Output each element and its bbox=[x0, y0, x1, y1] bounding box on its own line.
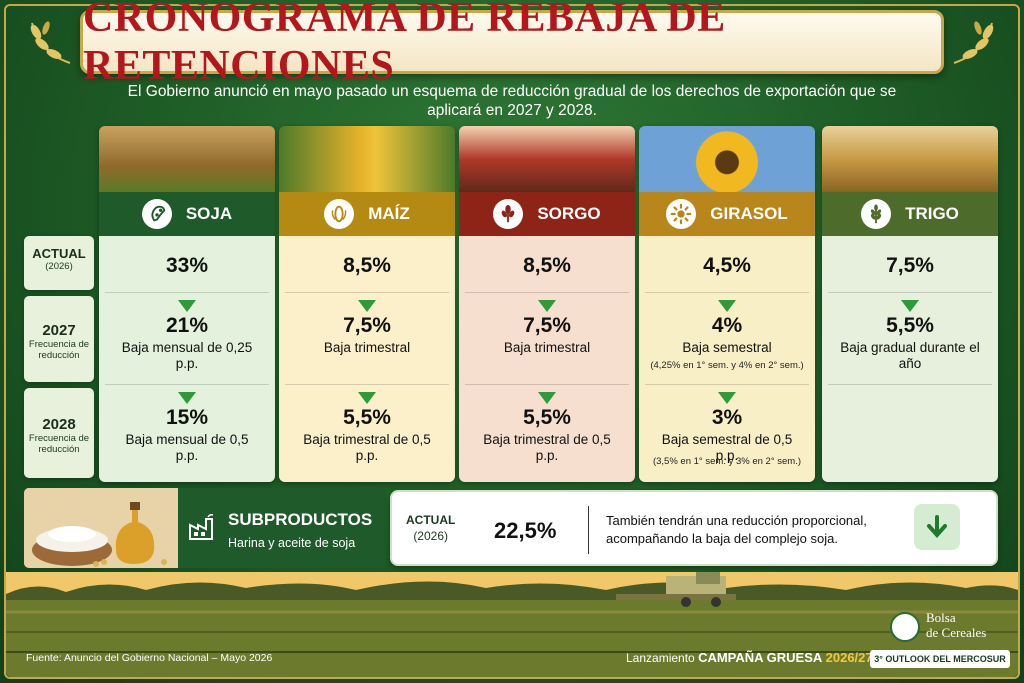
corn-icon bbox=[324, 199, 355, 229]
actual-value: 33% bbox=[165, 254, 209, 277]
page-title: CRONOGRAMA DE REBAJA DE RETENCIONES bbox=[83, 0, 726, 89]
down-arrow-icon bbox=[718, 392, 736, 404]
factory-icon bbox=[189, 514, 214, 540]
title-banner: CRONOGRAMA DE REBAJA DE RETENCIONES bbox=[80, 0, 944, 89]
byproducts-subtitle: Harina y aceite de soja bbox=[228, 536, 356, 550]
down-arrow-icon bbox=[538, 300, 556, 312]
divider bbox=[828, 384, 992, 385]
value-2027: 7,5% bbox=[343, 314, 391, 337]
crop-name: GIRASOL bbox=[710, 204, 788, 223]
actual-value: 8,5% bbox=[523, 254, 571, 277]
seal-icon bbox=[890, 612, 920, 642]
divider bbox=[828, 292, 992, 293]
frequency-2027: Baja trimestral bbox=[323, 340, 411, 355]
byproducts-actual-label: ACTUAL (2026) bbox=[406, 513, 456, 543]
down-arrow-icon bbox=[901, 300, 919, 312]
divider bbox=[105, 292, 269, 293]
value-2028: 3% bbox=[711, 406, 743, 429]
divider bbox=[465, 292, 629, 293]
crop-header: SOJA bbox=[99, 192, 275, 236]
crop-column-soja: SOJA 33% 21% Baja mensual de 0,25 p.p. 1… bbox=[99, 126, 275, 482]
crop-header: MAÍZ bbox=[279, 192, 455, 236]
outlook-badge: 3° OUTLOOK DEL MERCOSUR bbox=[870, 650, 1010, 668]
divider bbox=[285, 384, 449, 385]
frequency-2028: Baja trimestral de 0,5 p.p. bbox=[483, 432, 611, 463]
down-arrow-icon bbox=[358, 392, 376, 404]
crop-header: SORGO bbox=[459, 192, 635, 236]
value-2028: 15% bbox=[165, 406, 209, 429]
value-2027: 7,5% bbox=[523, 314, 571, 337]
frequency-2027: Baja mensual de 0,25 p.p. bbox=[121, 340, 253, 371]
crop-photo bbox=[99, 126, 275, 192]
actual-value: 7,5% bbox=[886, 254, 934, 277]
frequency-2028: Baja mensual de 0,5 p.p. bbox=[125, 432, 249, 463]
actual-value: 8,5% bbox=[343, 254, 391, 277]
source-note: Fuente: Anuncio del Gobierno Nacional – … bbox=[26, 652, 273, 664]
crop-column-girasol: GIRASOL 4,5% 4% Baja semestral (4,25% en… bbox=[639, 126, 815, 482]
crop-values: 8,5% 7,5% Baja trimestral 5,5% Baja trim… bbox=[279, 236, 455, 482]
divider bbox=[645, 384, 809, 385]
row-label-2028: 2028 Frecuencia de reducción bbox=[24, 388, 94, 478]
value-2028: 5,5% bbox=[343, 406, 391, 429]
sorghum-icon bbox=[493, 199, 524, 229]
note-2028: (3,5% en 1° sem. y 3% en 2° sem.) bbox=[652, 456, 802, 467]
crop-name: SOJA bbox=[185, 204, 233, 223]
frequency-2027: Baja semestral bbox=[682, 340, 772, 355]
crop-values: 33% 21% Baja mensual de 0,25 p.p. 15% Ba… bbox=[99, 236, 275, 482]
intro-text: El Gobierno anunció en mayo pasado un es… bbox=[127, 83, 897, 119]
divider bbox=[588, 506, 589, 554]
down-arrow-icon bbox=[718, 300, 736, 312]
crop-column-sorgo: SORGO 8,5% 7,5% Baja trimestral 5,5% Baj… bbox=[459, 126, 635, 482]
field-scene bbox=[6, 572, 1018, 677]
wheat-icon bbox=[861, 199, 892, 229]
byproducts-box: SUBPRODUCTOS Harina y aceite de soja bbox=[178, 488, 386, 568]
crop-name: SORGO bbox=[537, 204, 601, 223]
divider bbox=[645, 292, 809, 293]
crop-values: 4,5% 4% Baja semestral (4,25% en 1° sem.… bbox=[639, 236, 815, 482]
down-arrow-icon bbox=[538, 392, 556, 404]
crop-header: GIRASOL bbox=[639, 192, 815, 236]
laurel-left-icon bbox=[30, 21, 71, 64]
campaign-label: Lanzamiento CAMPAÑA GRUESA 2026/27 bbox=[626, 650, 873, 665]
divider bbox=[285, 292, 449, 293]
row-label-actual: ACTUAL (2026) bbox=[24, 236, 94, 290]
crop-photo bbox=[279, 126, 455, 192]
value-2027: 5,5% bbox=[886, 314, 934, 337]
soy-icon bbox=[141, 199, 172, 229]
row-label-2027: 2027 Frecuencia de reducción bbox=[24, 296, 94, 382]
down-arrow-icon bbox=[178, 300, 196, 312]
crop-photo bbox=[639, 126, 815, 192]
crop-name: MAÍZ bbox=[368, 204, 410, 223]
down-arrow-icon bbox=[178, 392, 196, 404]
down-arrow-icon bbox=[358, 300, 376, 312]
down-arrow-icon bbox=[914, 504, 960, 550]
value-2027: 21% bbox=[165, 314, 209, 337]
byproducts-description: También tendrán una reducción proporcion… bbox=[606, 513, 867, 546]
byproducts-title: SUBPRODUCTOS bbox=[228, 510, 373, 529]
frequency-2027: Baja gradual durante el año bbox=[840, 340, 980, 371]
crop-header: TRIGO bbox=[822, 192, 998, 236]
actual-value: 4,5% bbox=[703, 254, 751, 277]
divider bbox=[105, 384, 269, 385]
sunflower-icon bbox=[666, 199, 697, 229]
frequency-2028: Baja semestral de 0,5 p.p. bbox=[661, 432, 793, 463]
crop-photo bbox=[822, 126, 998, 192]
value-2028: 5,5% bbox=[523, 406, 571, 429]
value-2027: 4% bbox=[711, 314, 743, 337]
crop-values: 8,5% 7,5% Baja trimestral 5,5% Baja trim… bbox=[459, 236, 635, 482]
crop-values: 7,5% 5,5% Baja gradual durante el año bbox=[822, 236, 998, 482]
byproducts-actual-box: ACTUAL (2026) 22,5% También tendrán una … bbox=[390, 490, 998, 566]
byproducts-photo bbox=[24, 488, 178, 568]
frequency-2027: Baja trimestral bbox=[503, 340, 591, 355]
crop-column-maíz: MAÍZ 8,5% 7,5% Baja trimestral 5,5% Baja… bbox=[279, 126, 455, 482]
crop-column-trigo: TRIGO 7,5% 5,5% Baja gradual durante el … bbox=[822, 126, 998, 482]
frequency-2028: Baja trimestral de 0,5 p.p. bbox=[303, 432, 431, 463]
laurel-right-icon bbox=[953, 21, 994, 64]
crop-photo bbox=[459, 126, 635, 192]
note-2027: (4,25% en 1° sem. y 4% en 2° sem.) bbox=[650, 360, 804, 371]
byproducts-value: 22,5% bbox=[494, 518, 557, 543]
crop-name: TRIGO bbox=[905, 204, 959, 223]
divider bbox=[465, 384, 629, 385]
